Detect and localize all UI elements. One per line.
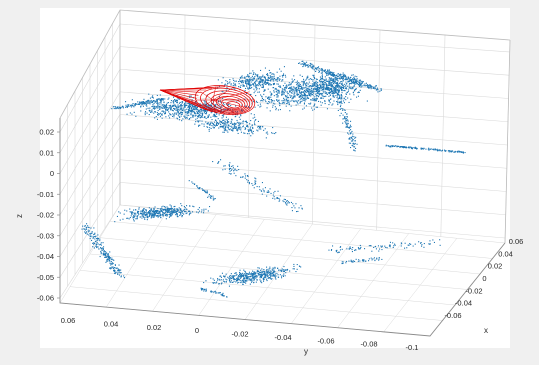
z-tick-label: -0.04 (37, 252, 54, 261)
axes-pane (40, 8, 510, 348)
axes-box-front-edges (59, 118, 506, 337)
y-tick-label: -0.08 (360, 340, 377, 349)
x-tick-label: 0 (482, 274, 486, 283)
red-wireframe-ellipsoid (159, 85, 256, 115)
z-tick-label: 0.02 (39, 128, 54, 137)
x-tick-label: 0.06 (509, 237, 524, 246)
x-axis-label: x (484, 326, 488, 335)
x-tick-label: -0.04 (455, 299, 472, 308)
y-tick-label: 0 (195, 326, 199, 335)
z-axis-label: z (15, 214, 24, 218)
z-tick-label: 0 (50, 169, 54, 178)
x-tick-label: 0.02 (488, 262, 503, 271)
z-tick-label: -0.02 (37, 211, 54, 220)
y-tick-label: 0.06 (61, 316, 76, 325)
x-tick-label: -0.02 (465, 286, 482, 295)
z-axis-ticks: 0.02 0.01 0 -0.01 -0.02 -0.03 -0.04 -0.05 -0.06 (37, 128, 60, 303)
y-tick-label: 0.04 (104, 319, 119, 328)
y-tick-label: -0.04 (274, 333, 291, 342)
y-axis-label: y (304, 347, 308, 356)
z-tick-label: -0.01 (37, 190, 54, 199)
z-tick-label: 0.01 (39, 148, 54, 157)
z-tick-label: -0.05 (37, 273, 54, 282)
z-tick-label: -0.03 (37, 231, 54, 240)
grid-lines (59, 9, 511, 337)
y-tick-label: 0.02 (147, 323, 162, 332)
z-tick-label: -0.06 (37, 294, 54, 303)
y-tick-label: -0.1 (406, 343, 419, 352)
y-axis-ticks: 0.06 0.04 0.02 0 -0.02 -0.04 -0.06 -0.08 -0.1 (61, 316, 419, 352)
y-tick-label: -0.06 (317, 336, 334, 345)
y-tick-label: -0.02 (231, 330, 248, 339)
x-tick-label: 0.04 (498, 249, 513, 258)
x-tick-label: -0.06 (444, 311, 461, 320)
